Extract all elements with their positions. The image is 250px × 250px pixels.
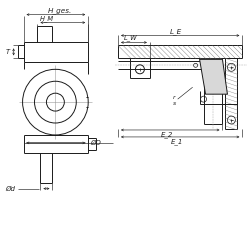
Text: E_1: E_1	[171, 138, 183, 145]
Text: ØD: ØD	[90, 140, 101, 146]
Text: r: r	[173, 95, 175, 100]
Text: s: s	[173, 100, 176, 105]
Text: H_ges.: H_ges.	[48, 7, 72, 14]
Polygon shape	[200, 59, 228, 94]
Text: H_M: H_M	[40, 15, 54, 22]
Text: T: T	[6, 49, 10, 55]
Text: L_E: L_E	[170, 28, 182, 34]
Text: L_W: L_W	[124, 35, 138, 42]
Text: E_2: E_2	[161, 131, 173, 138]
Text: Ød: Ød	[6, 186, 16, 192]
